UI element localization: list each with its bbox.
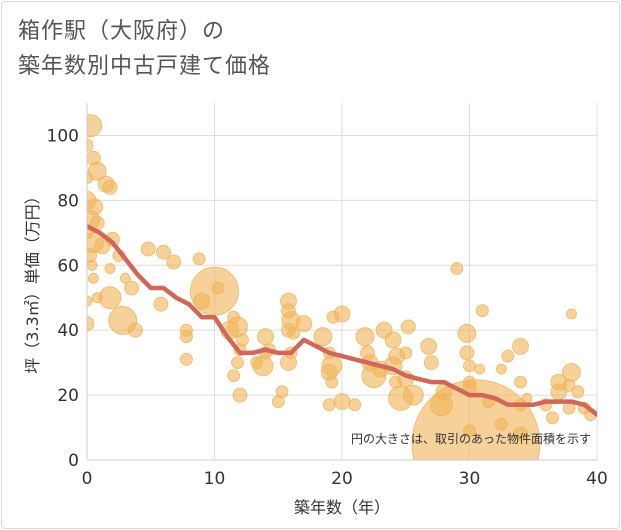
data-point-58 xyxy=(281,303,296,319)
data-point-102 xyxy=(514,375,527,389)
data-point-120 xyxy=(566,308,577,320)
data-point-116 xyxy=(91,292,103,304)
data-point-52 xyxy=(127,322,143,338)
data-point-63 xyxy=(459,345,475,361)
x-tick-label-3: 30 xyxy=(459,469,481,489)
y-tick-label-4: 80 xyxy=(57,191,79,211)
data-point-80 xyxy=(250,356,264,370)
data-point-54 xyxy=(156,244,171,260)
data-point-55 xyxy=(166,254,182,270)
data-point-108 xyxy=(571,385,585,399)
data-point-45 xyxy=(87,150,101,166)
y-tick-label-2: 40 xyxy=(57,321,79,341)
data-point-119 xyxy=(521,392,533,404)
data-point-26 xyxy=(193,292,211,310)
data-point-89 xyxy=(322,398,336,412)
y-axis-label: 坪（3.3㎡）単価（万円） xyxy=(23,188,42,373)
data-point-33 xyxy=(333,393,351,411)
data-point-95 xyxy=(463,359,476,373)
data-point-65 xyxy=(513,426,528,442)
data-point-57 xyxy=(232,387,248,403)
data-point-75 xyxy=(227,310,241,324)
data-point-74 xyxy=(211,281,225,295)
data-point-96 xyxy=(463,375,476,389)
data-point-61 xyxy=(400,319,416,335)
data-point-117 xyxy=(474,363,486,375)
data-point-5 xyxy=(87,114,103,138)
data-point-60 xyxy=(360,345,375,361)
chart-title: 箱作駅（大阪府）の 築年数別中古戸建て価格 xyxy=(18,14,271,84)
data-point-62 xyxy=(423,355,439,371)
data-point-72 xyxy=(179,352,193,366)
trend-line xyxy=(87,224,597,417)
data-point-94 xyxy=(450,262,464,275)
data-point-19 xyxy=(355,327,375,347)
data-point-91 xyxy=(348,398,362,412)
data-point-21 xyxy=(457,323,477,343)
data-point-79 xyxy=(227,369,241,383)
data-point-101 xyxy=(501,349,515,363)
axes: 0 10 20 30 40 0 20 40 60 80 100 xyxy=(47,103,608,489)
data-point-88 xyxy=(325,375,339,389)
data-point-12 xyxy=(402,384,424,406)
data-point-112 xyxy=(104,263,116,274)
chart-title-line-1: 箱作駅（大阪府）の xyxy=(18,19,226,44)
data-point-97 xyxy=(463,424,476,438)
data-point-24 xyxy=(87,198,104,216)
x-tick-label-0: 0 xyxy=(82,469,93,489)
data-point-73 xyxy=(192,252,206,266)
data-point-40 xyxy=(420,337,438,355)
data-point-53 xyxy=(140,241,156,257)
data-point-46 xyxy=(102,179,118,195)
y-tick-label-3: 60 xyxy=(57,256,79,276)
data-point-106 xyxy=(562,378,576,392)
data-point-111 xyxy=(87,259,98,271)
data-point-86 xyxy=(271,395,285,409)
data-point-27 xyxy=(257,328,274,346)
data-point-115 xyxy=(87,295,93,307)
data-point-56 xyxy=(153,296,169,312)
data-point-18 xyxy=(313,327,333,347)
trend-layer xyxy=(87,224,597,417)
y-tick-label-5: 100 xyxy=(47,126,79,146)
bubble-size-note: 円の大きさは、取引のあった物件面積を示す xyxy=(351,431,591,446)
x-tick-label-4: 40 xyxy=(586,469,608,489)
x-tick-label-1: 10 xyxy=(204,469,226,489)
data-point-118 xyxy=(495,363,507,375)
data-point-71 xyxy=(179,330,193,344)
data-point-66 xyxy=(87,138,94,152)
data-point-90 xyxy=(326,310,340,324)
y-tick-label-1: 20 xyxy=(57,386,79,406)
data-point-113 xyxy=(119,272,131,284)
data-point-100 xyxy=(494,417,508,431)
data-point-49 xyxy=(87,248,97,263)
data-point-30 xyxy=(295,315,313,333)
x-tick-label-2: 20 xyxy=(331,469,353,489)
data-point-51 xyxy=(87,316,95,332)
data-point-83 xyxy=(287,326,300,340)
chart-title-line-2: 築年数別中古戸建て価格 xyxy=(18,54,272,79)
data-point-67 xyxy=(87,171,94,184)
data-point-114 xyxy=(88,272,99,284)
data-point-42 xyxy=(512,337,529,355)
data-point-92 xyxy=(389,375,403,389)
bubble-layer xyxy=(87,114,597,460)
data-point-78 xyxy=(231,356,244,370)
data-point-50 xyxy=(124,280,140,296)
data-point-105 xyxy=(546,411,559,425)
data-point-98 xyxy=(475,304,489,318)
x-axis-label: 築年数（年） xyxy=(294,498,390,517)
y-tick-label-0: 0 xyxy=(68,451,79,471)
data-point-93 xyxy=(399,346,413,360)
data-point-37 xyxy=(384,331,402,349)
